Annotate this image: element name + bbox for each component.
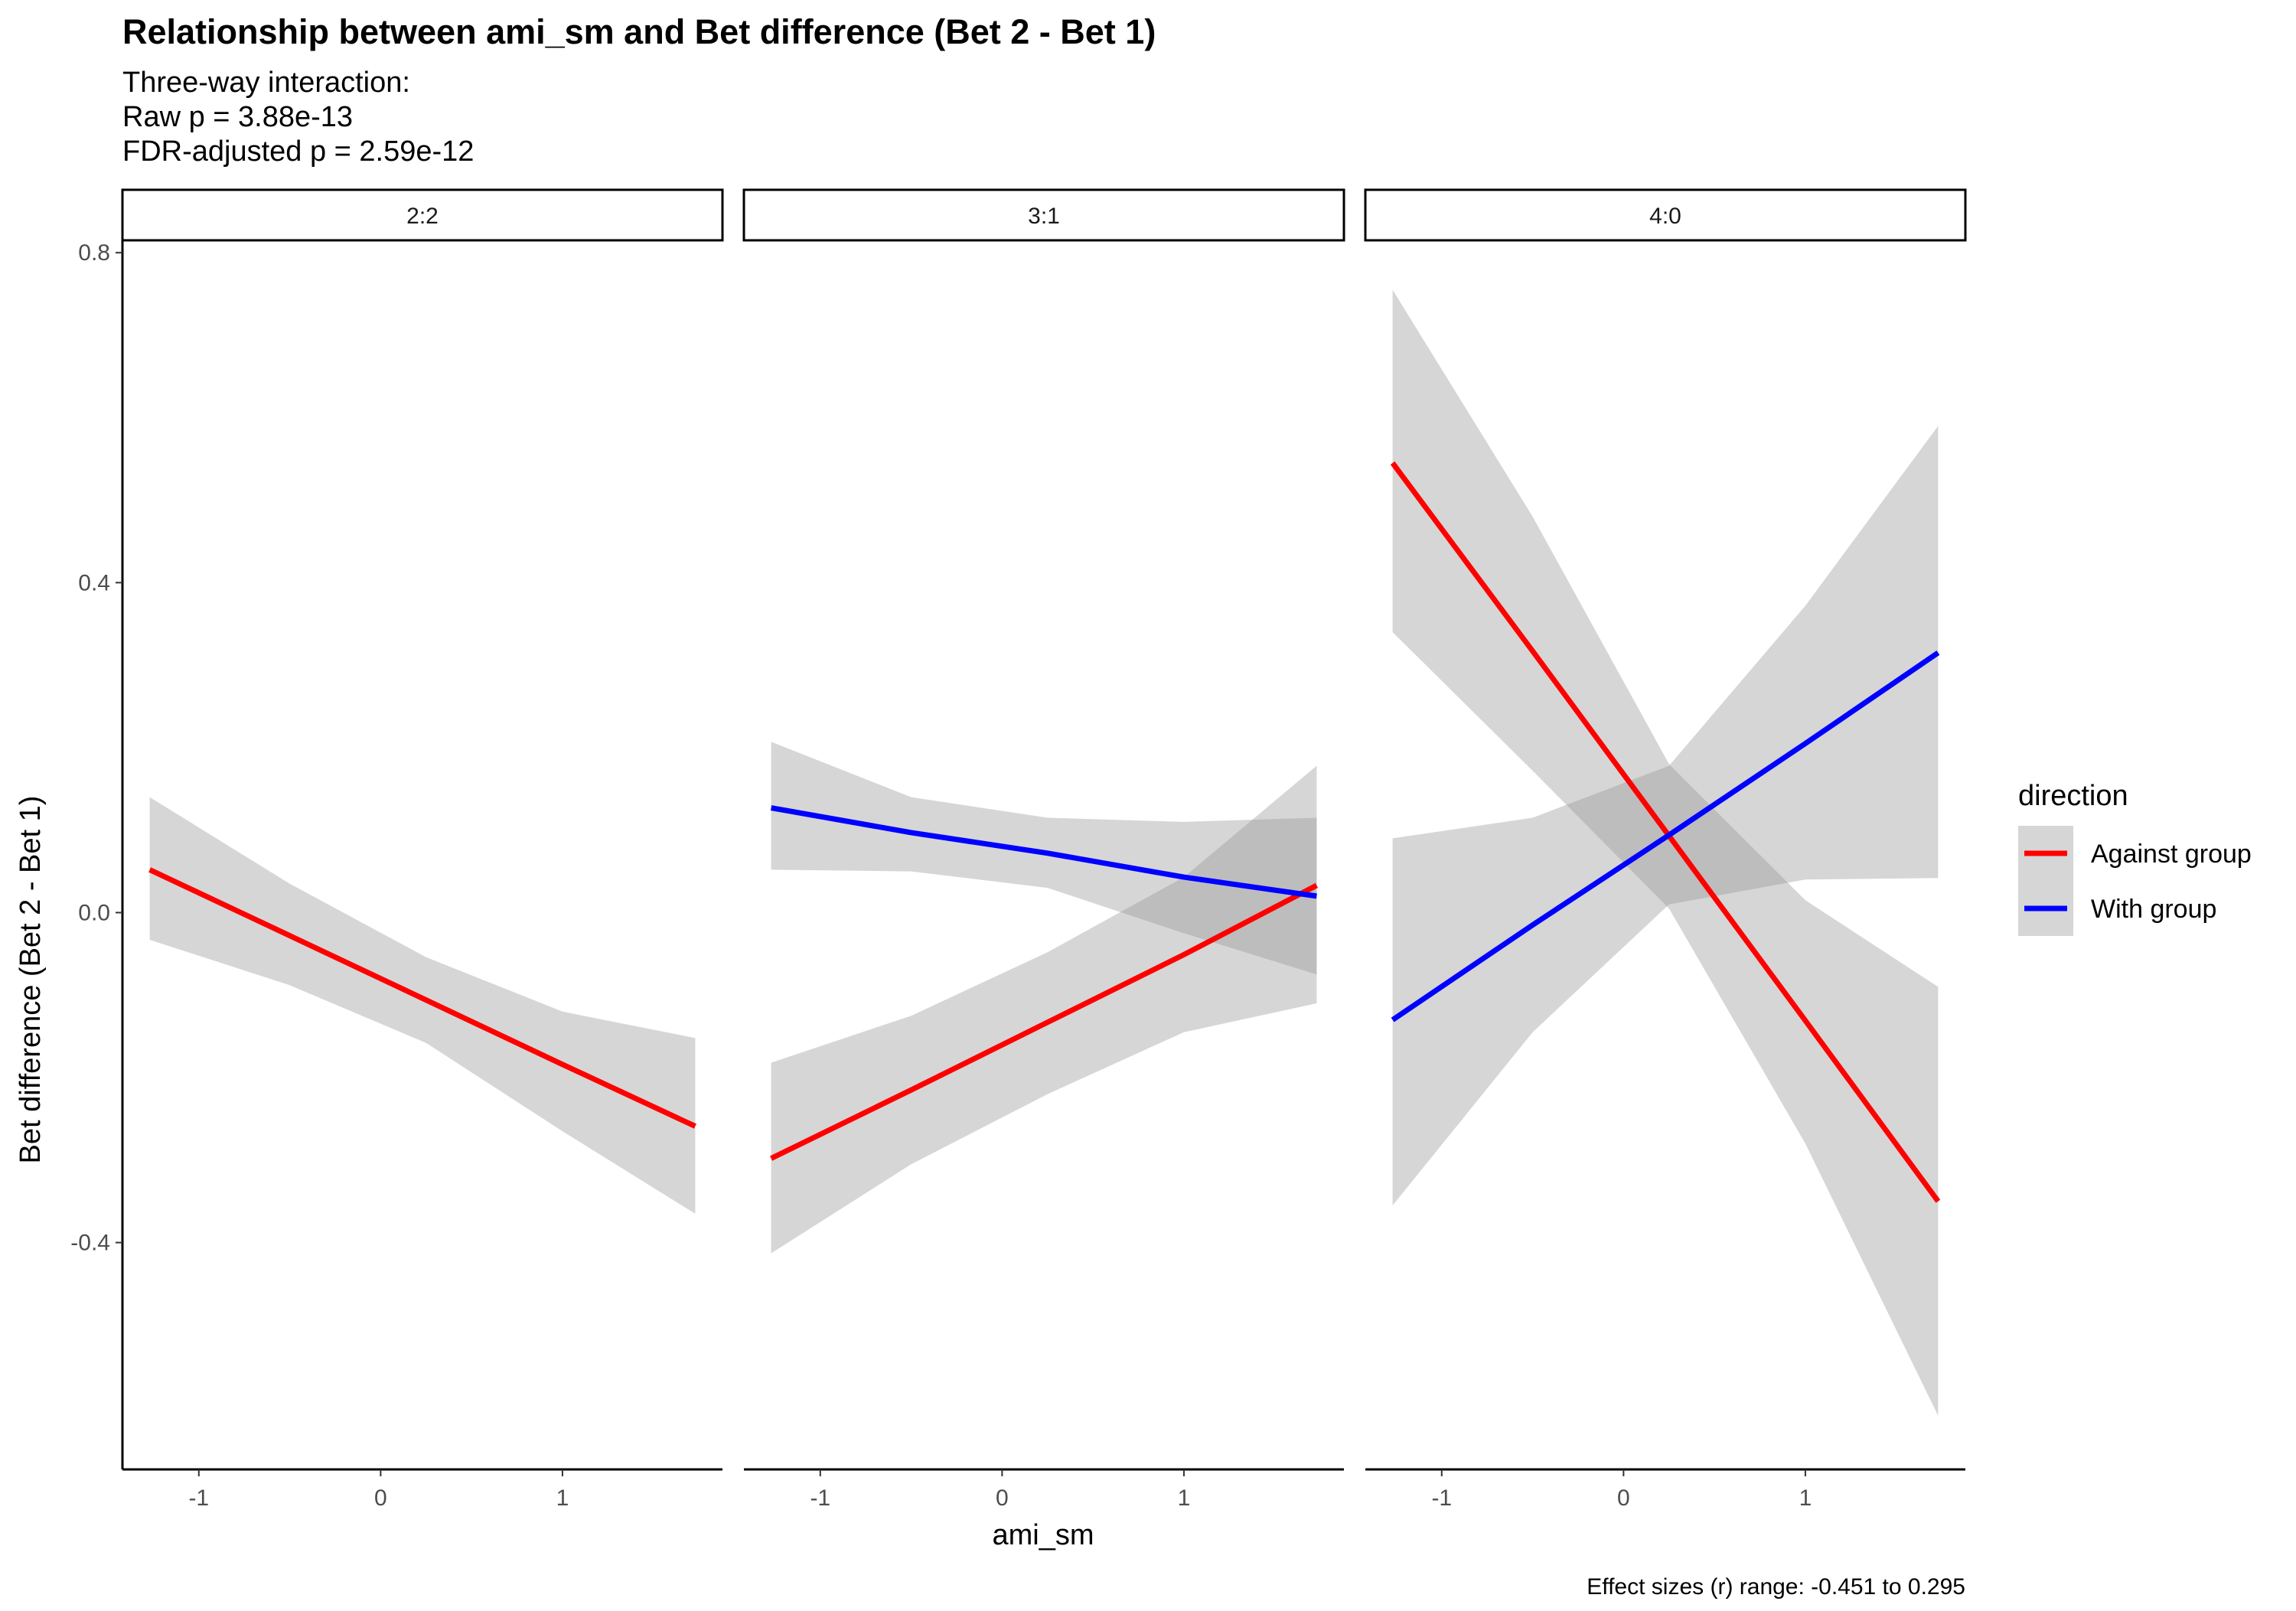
x-tick-label: 0: [1617, 1485, 1630, 1511]
facet-panel-3-1: 3:1 -1 0 1: [742, 188, 1345, 1511]
x-tick-label: -1: [188, 1485, 209, 1511]
confidence-band-against-group: [771, 765, 1317, 1254]
facet-strip: [121, 188, 724, 242]
chart-subtitle-line-2: Raw p = 3.88e-13: [122, 101, 353, 133]
facet-strip: [1364, 188, 1967, 242]
facet-panel-2-2: 2:2 -1 0 1: [121, 188, 724, 1511]
series-line-against-group: [770, 882, 1319, 1161]
series-line-with-group: [770, 805, 1317, 899]
y-tick-label: -0.4: [70, 1231, 110, 1256]
x-axis-title: ami_sm: [992, 1519, 1094, 1551]
x-tick-label: 1: [1178, 1485, 1191, 1511]
facet-panel-4-0: 4:0 -1 0 1: [1364, 188, 1967, 1511]
legend-label: Against group: [2091, 840, 2252, 869]
facet-strip-label: 3:1: [1028, 204, 1060, 229]
confidence-band-against-group: [1392, 289, 1939, 1416]
legend-key-against-group: [2018, 826, 2073, 881]
chart-subtitle-line-1: Three-way interaction:: [122, 67, 410, 99]
x-tick-label: -1: [1431, 1485, 1452, 1511]
y-axis-title: Bet difference (Bet 2 - Bet 1): [15, 796, 47, 1164]
legend: direction Against group With group: [2018, 780, 2252, 936]
legend-key-with-group: [2018, 881, 2073, 936]
y-tick-label: 0.8: [78, 240, 110, 266]
facet-strip: [742, 188, 1345, 242]
facet-panels: -0.4 0.0 0.4 0.8 2:2 -1 0 1 3:1 -1 0 1 4:0 -1 0 1: [70, 188, 1967, 1511]
y-tick-label: 0.0: [78, 900, 110, 925]
chart-subtitle-line-3: FDR-adjusted p = 2.59e-12: [122, 135, 474, 168]
confidence-band-with-group: [1392, 426, 1939, 1206]
facet-strip-label: 4:0: [1649, 204, 1681, 229]
x-tick-label: 0: [374, 1485, 387, 1511]
chart-title: Relationship between ami_sm and Bet diff…: [122, 12, 1156, 51]
x-tick-label: 0: [996, 1485, 1009, 1511]
confidence-band-against-group: [149, 797, 696, 1214]
series-line-against-group: [148, 867, 696, 1129]
series-line-with-group: [1391, 651, 1940, 1022]
y-tick-label: 0.4: [78, 570, 110, 595]
chart-caption: Effect sizes (r) range: -0.451 to 0.295: [1587, 1574, 1965, 1600]
x-tick-label: 1: [1799, 1485, 1812, 1511]
legend-title: direction: [2018, 780, 2128, 812]
x-tick-label: 1: [556, 1485, 569, 1511]
confidence-band-with-group: [771, 742, 1317, 975]
facet-strip-label: 2:2: [406, 204, 439, 229]
x-tick-label: -1: [810, 1485, 830, 1511]
legend-label: With group: [2091, 895, 2216, 924]
